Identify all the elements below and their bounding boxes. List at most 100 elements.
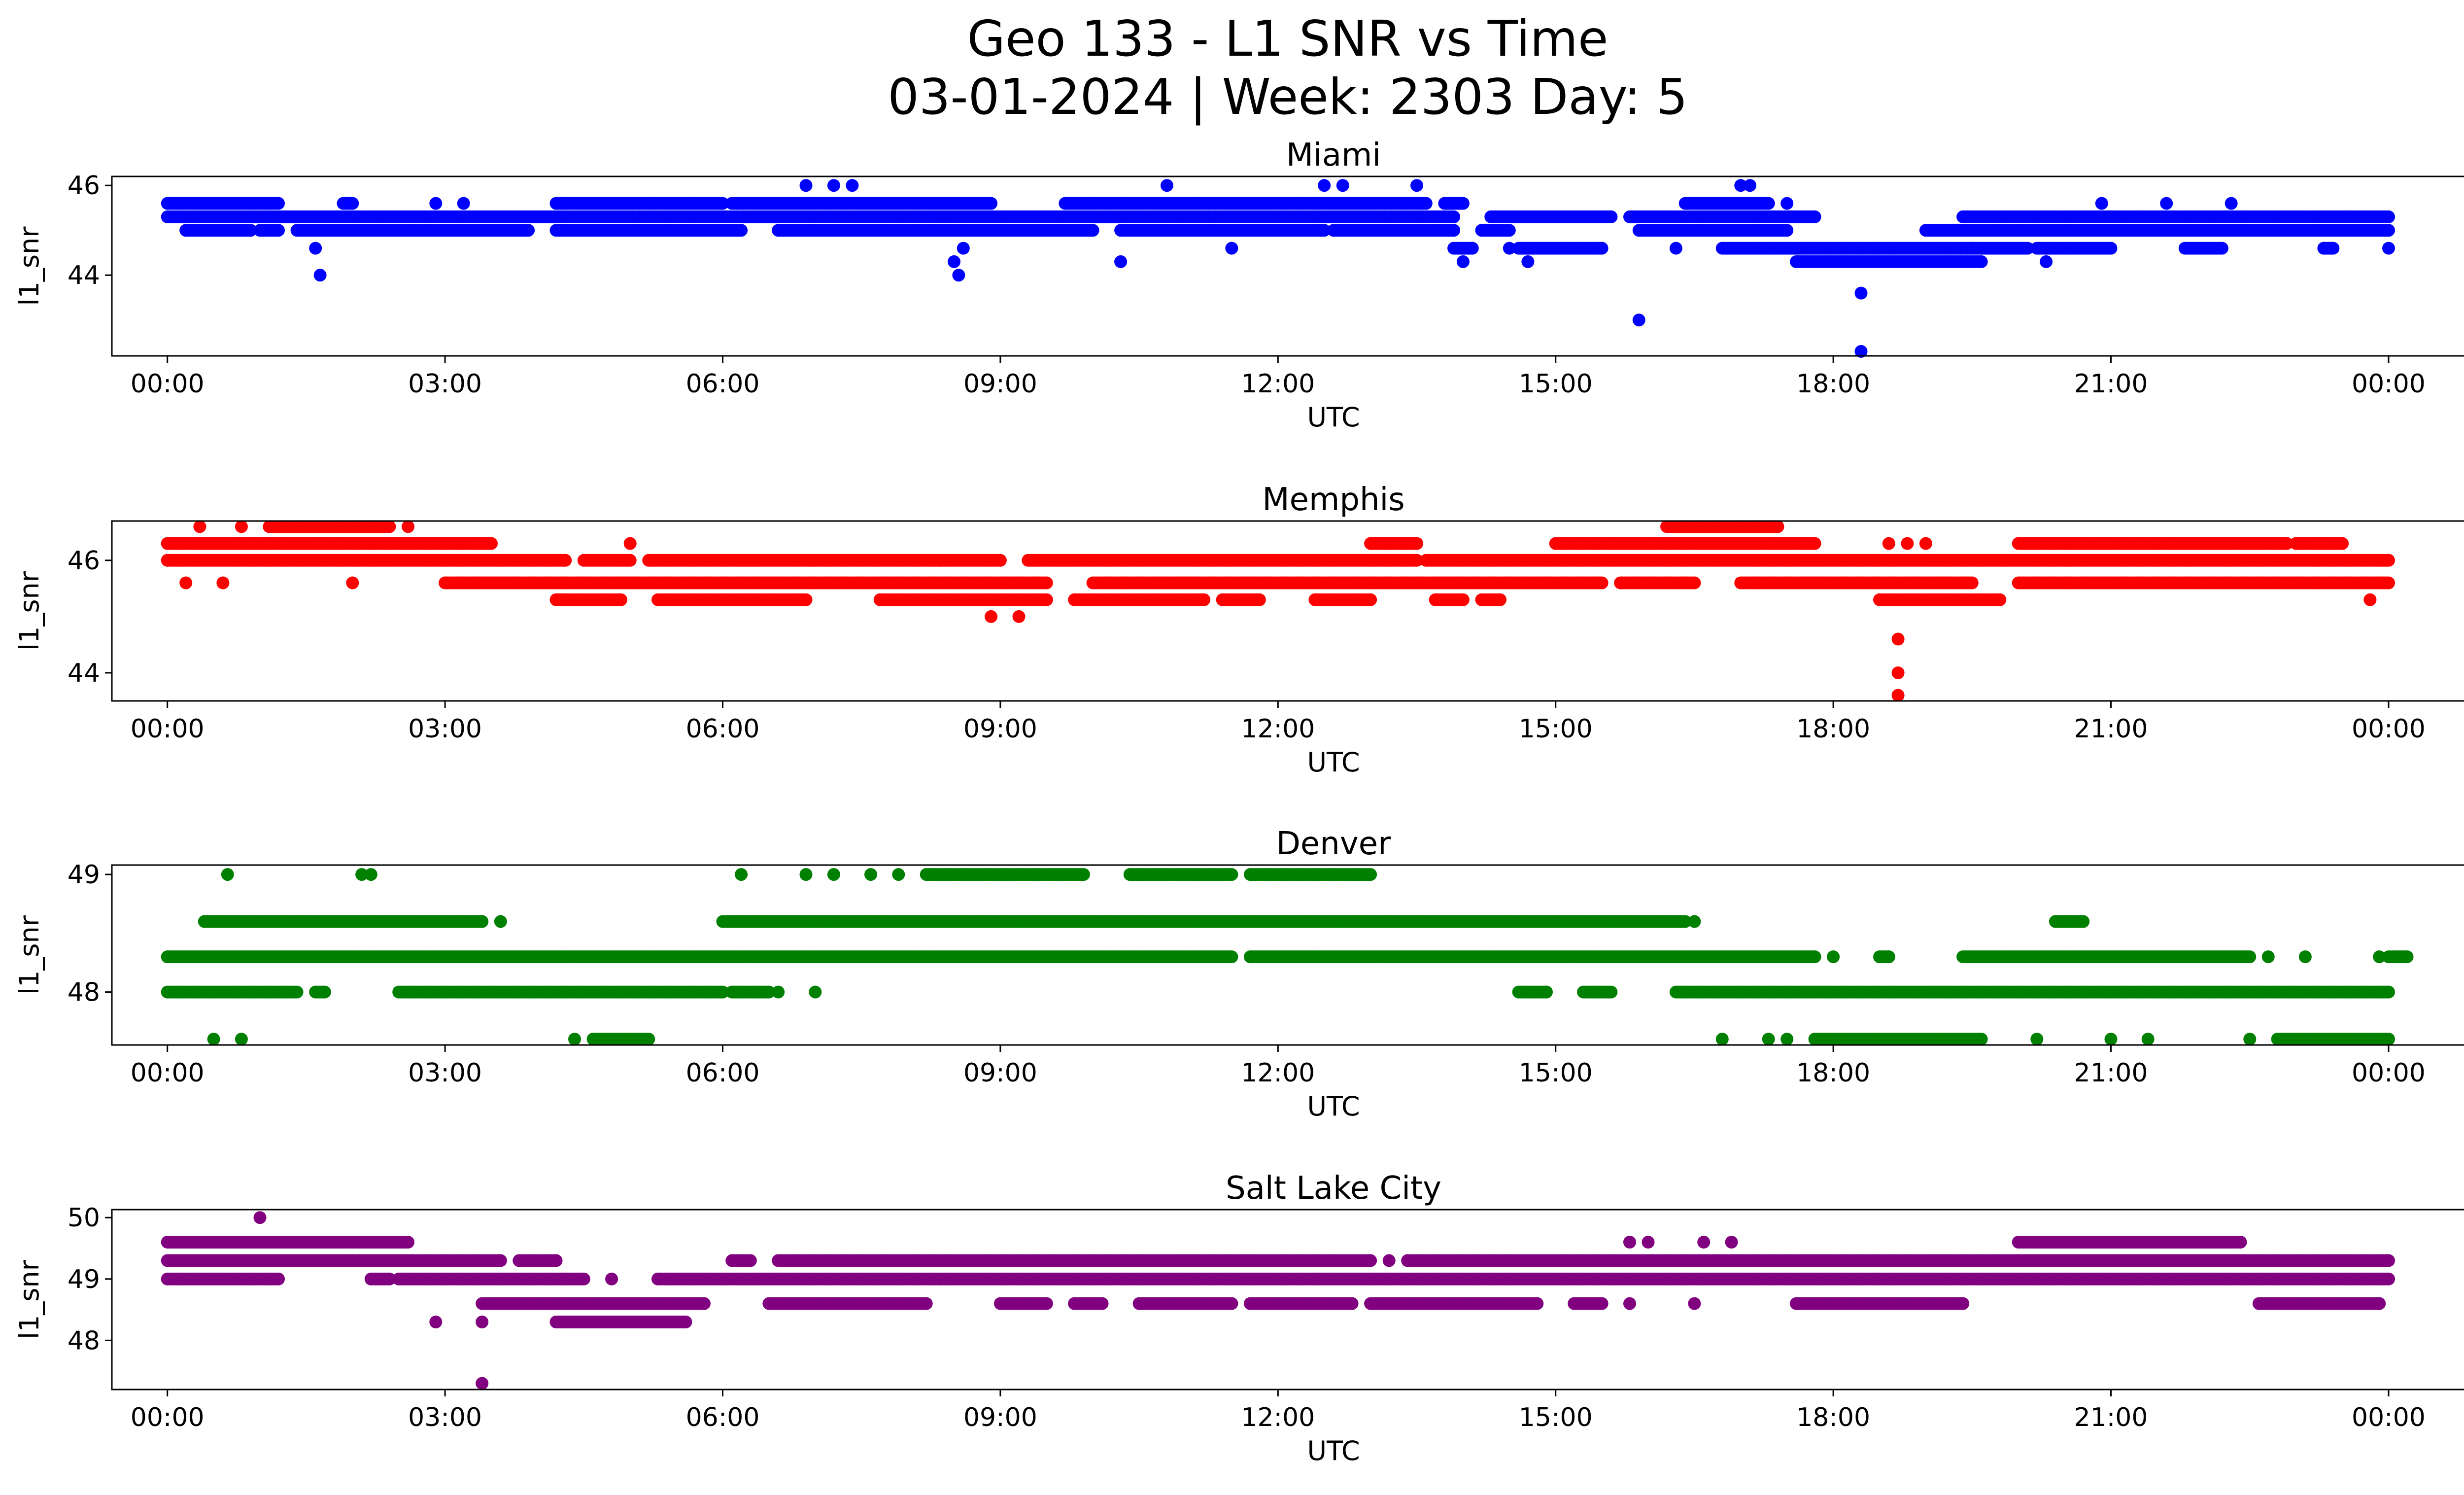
data-point	[2382, 242, 2395, 255]
data-point	[614, 593, 627, 606]
data-point	[1040, 593, 1053, 606]
data-point	[1336, 179, 1349, 192]
figure-title: Geo 133 - L1 SNR vs Time 03-01-2024 | We…	[0, 10, 2464, 126]
data-point	[1808, 537, 1821, 550]
data-point	[1198, 593, 1211, 606]
data-point	[1993, 593, 2007, 606]
scatter-series	[161, 520, 2395, 702]
data-point	[985, 197, 998, 210]
data-point	[485, 537, 498, 550]
data-point	[1503, 242, 1516, 255]
data-point	[1688, 576, 1701, 590]
data-point	[2382, 554, 2395, 567]
panel-title: Memphis	[1262, 482, 1404, 518]
data-point	[993, 554, 1007, 567]
x-tick-label: 06:00	[686, 369, 760, 399]
data-point	[2215, 242, 2228, 255]
chart-panel-1: Miami 00:00 03:00 06:00 09:00 12:00 15:00 18:00…	[14, 137, 2464, 433]
x-tick-label: 03:00	[408, 369, 482, 399]
data-point	[1161, 179, 1173, 192]
data-point	[1780, 224, 1794, 237]
data-point	[1253, 593, 1266, 606]
data-point	[1456, 593, 1470, 606]
data-point	[272, 197, 285, 210]
data-point	[846, 179, 859, 192]
data-point	[1456, 255, 1470, 268]
data-point	[383, 520, 396, 533]
data-point	[1040, 576, 1053, 590]
x-tick-label: 09:00	[963, 369, 1037, 399]
data-point	[2224, 197, 2238, 210]
data-point	[1447, 210, 1461, 223]
x-tick-label: 21:00	[2074, 369, 2148, 399]
data-point	[1762, 197, 1775, 210]
data-point	[313, 269, 327, 282]
data-point	[1456, 197, 1470, 210]
data-point	[1780, 197, 1794, 210]
y-tick-label: 44	[68, 261, 100, 290]
data-point	[957, 242, 970, 255]
data-point	[827, 179, 840, 192]
x-tick-label: 00:00	[131, 369, 205, 399]
data-point	[2040, 255, 2053, 268]
figure-title-line-1: Geo 133 - L1 SNR vs Time	[967, 10, 1608, 68]
data-point	[1975, 255, 1988, 268]
data-point	[952, 269, 965, 282]
data-point	[799, 593, 813, 606]
data-point	[1669, 242, 1682, 255]
x-axis-label: UTC	[1307, 402, 1360, 433]
x-tick-label: 18:00	[1796, 369, 1870, 399]
data-point	[1521, 255, 1535, 268]
data-point	[1494, 593, 1506, 606]
data-point	[799, 179, 813, 192]
data-point	[1410, 179, 1423, 192]
data-point	[1086, 224, 1099, 237]
data-point	[457, 197, 470, 210]
y-axis-label: l1_snr	[14, 226, 45, 306]
data-point	[1605, 210, 1618, 223]
data-point	[1595, 242, 1608, 255]
data-point	[948, 255, 960, 268]
y-tick-label: 46	[68, 171, 100, 201]
data-point	[735, 224, 748, 237]
data-point	[1410, 537, 1423, 550]
data-point	[2382, 576, 2395, 590]
data-point	[559, 554, 572, 567]
data-point	[1419, 197, 1433, 210]
data-point	[1318, 179, 1331, 192]
data-point	[1595, 576, 1608, 590]
data-point	[1808, 210, 1821, 223]
data-point	[309, 242, 322, 255]
data-point	[2317, 242, 2330, 255]
data-point	[2104, 242, 2118, 255]
data-point	[1466, 242, 1479, 255]
data-point	[1744, 179, 1757, 192]
scatter-series	[161, 179, 2395, 358]
x-tick-label: 12:00	[1241, 369, 1315, 399]
data-point	[2382, 224, 2395, 237]
data-point	[244, 224, 257, 237]
data-point	[1114, 255, 1128, 268]
x-tick-label: 00:00	[2352, 369, 2426, 399]
data-point	[1225, 242, 1238, 255]
data-point	[1364, 593, 1377, 606]
data-point	[2336, 537, 2349, 550]
data-point	[346, 197, 359, 210]
data-point	[623, 554, 637, 567]
data-point	[429, 197, 443, 210]
data-point	[2382, 210, 2395, 223]
data-point	[1447, 224, 1461, 237]
data-point	[2095, 197, 2108, 210]
data-point	[1965, 576, 1979, 590]
x-tick-label: 15:00	[1519, 369, 1593, 399]
figure-title-line-2: 03-01-2024 | Week: 2303 Day: 5	[888, 68, 1688, 126]
data-point	[1854, 286, 1868, 300]
data-point	[1632, 313, 1645, 327]
data-point	[272, 224, 285, 237]
panel-title: Miami	[1286, 137, 1381, 174]
data-point	[1503, 224, 1516, 237]
data-point	[522, 224, 535, 237]
data-point	[1318, 224, 1331, 237]
